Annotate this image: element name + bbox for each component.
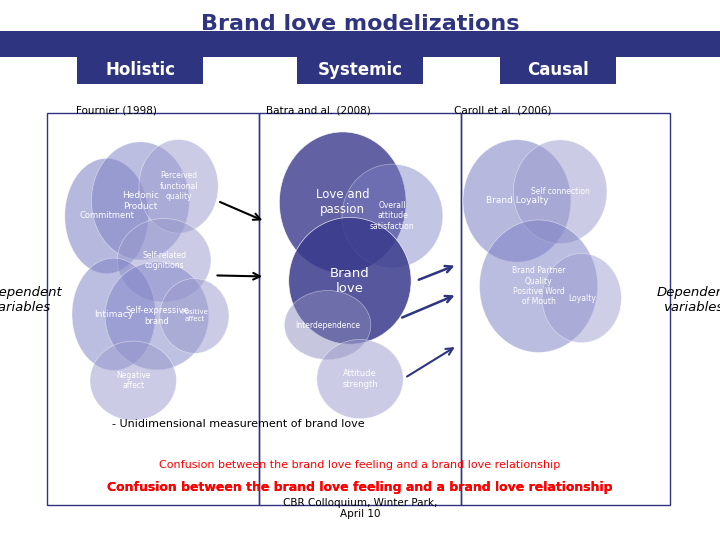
Text: CBR Colloquium, Winter Park,
April 10: CBR Colloquium, Winter Park, April 10: [283, 498, 437, 519]
Bar: [500, 56, 616, 84]
Ellipse shape: [105, 262, 209, 370]
Ellipse shape: [72, 258, 156, 370]
Ellipse shape: [342, 164, 443, 268]
Text: Attitude
strength: Attitude strength: [342, 369, 378, 389]
Text: Negative
affect: Negative affect: [116, 371, 150, 390]
Ellipse shape: [284, 291, 371, 360]
Text: Commitment: Commitment: [79, 212, 134, 220]
Ellipse shape: [289, 218, 411, 344]
Text: Interdependence: Interdependence: [295, 321, 360, 329]
Text: Loyalty: Loyalty: [568, 294, 595, 302]
Bar: [461, 113, 670, 505]
Ellipse shape: [480, 220, 598, 353]
Text: Intimacy: Intimacy: [94, 310, 133, 319]
Text: Self connection: Self connection: [531, 187, 590, 196]
Text: Dependent
variables: Dependent variables: [657, 286, 720, 314]
Bar: [0, 31, 720, 57]
Text: Confusion between the brand love feeling and a brand love relationship: Confusion between the brand love feeling…: [107, 481, 613, 494]
Text: Holistic: Holistic: [105, 60, 176, 79]
Ellipse shape: [90, 341, 176, 420]
Text: Causal: Causal: [527, 60, 589, 79]
Text: Fournier (1998): Fournier (1998): [76, 106, 156, 116]
Text: Confusion between the brand love feeling and a brand love relationship: Confusion between the brand love feeling…: [159, 461, 561, 470]
Ellipse shape: [279, 132, 406, 273]
Text: Caroll et al. (2006): Caroll et al. (2006): [454, 106, 551, 116]
Ellipse shape: [513, 140, 607, 244]
Text: - Unidimensional measurement of brand love: - Unidimensional measurement of brand lo…: [112, 419, 364, 429]
Ellipse shape: [542, 253, 621, 343]
Text: Love and
passion: Love and passion: [316, 188, 369, 217]
Text: Self-related
cognitions: Self-related cognitions: [142, 251, 186, 270]
Text: Brand Loyalty: Brand Loyalty: [486, 197, 548, 205]
Text: Batra and al. (2008): Batra and al. (2008): [266, 106, 371, 116]
Ellipse shape: [317, 340, 403, 418]
Text: Overall
attitude
satisfaction: Overall attitude satisfaction: [370, 201, 415, 231]
Text: Confusion between the brand love feeling and a brand love relationship: Confusion between the brand love feeling…: [107, 481, 613, 494]
Bar: [78, 56, 203, 84]
Bar: [47, 113, 259, 505]
Text: Brand
love: Brand love: [330, 267, 370, 295]
Text: Self-expressive
brand: Self-expressive brand: [125, 306, 189, 326]
Bar: [297, 56, 423, 84]
Ellipse shape: [117, 219, 211, 302]
Text: Positive
affect: Positive affect: [181, 309, 208, 322]
Ellipse shape: [139, 139, 218, 233]
Text: Independent
variables: Independent variables: [0, 286, 62, 314]
Ellipse shape: [65, 158, 148, 274]
Text: Brand love modelizations: Brand love modelizations: [201, 14, 519, 35]
Ellipse shape: [91, 142, 189, 260]
Text: Brand Partner
Quality
Positive Word
of Mouth: Brand Partner Quality Positive Word of M…: [512, 266, 565, 306]
Text: Hedonic
Product: Hedonic Product: [122, 191, 159, 211]
Ellipse shape: [463, 140, 571, 262]
Ellipse shape: [160, 279, 229, 353]
Bar: [259, 113, 461, 505]
Text: Perceived
functional
quality: Perceived functional quality: [159, 171, 198, 201]
Text: Systemic: Systemic: [318, 60, 402, 79]
